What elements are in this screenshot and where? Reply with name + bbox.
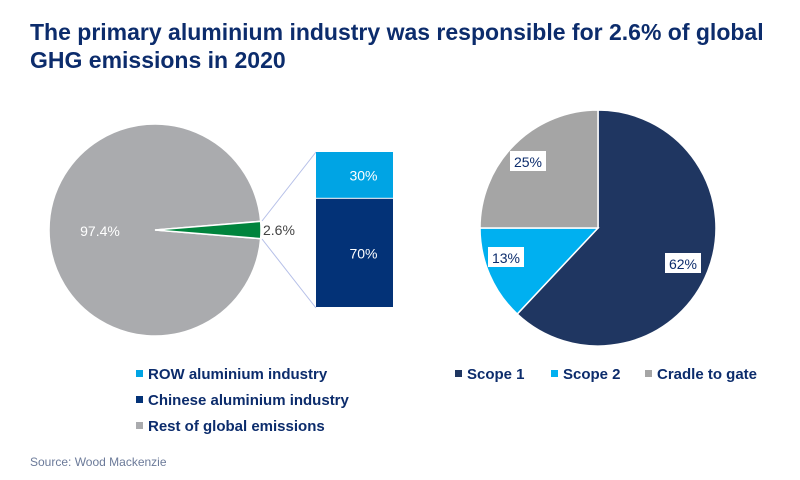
pie-label-scope-2: 13% <box>492 250 520 266</box>
bar-label-chinese: 70% <box>349 245 377 261</box>
legend-label: ROW aluminium industry <box>148 366 328 383</box>
bar-segment-chinese <box>316 198 393 307</box>
pie-label-rest: 97.4% <box>80 223 120 239</box>
legend-swatch <box>455 370 462 377</box>
bar-label-row: 30% <box>349 167 377 183</box>
pie-label-cradle-to-gate: 25% <box>514 154 542 170</box>
legend-label: Scope 1 <box>467 366 525 383</box>
data-label-box <box>488 247 524 267</box>
legend-label: Cradle to gate <box>657 366 757 383</box>
legend-label: Chinese aluminium industry <box>148 392 350 409</box>
connector-line-bottom <box>261 238 317 309</box>
pie-slice-aluminium <box>154 220 262 240</box>
legend-swatch <box>136 370 143 377</box>
pie-label-scope-1: 62% <box>669 256 697 272</box>
legend-label: Rest of global emissions <box>148 418 325 435</box>
legend-swatch <box>551 370 558 377</box>
data-label-box <box>665 253 701 273</box>
connector-line-top <box>261 151 317 222</box>
legend-label: Scope 2 <box>563 366 621 383</box>
chart-title: The primary aluminium industry was respo… <box>30 19 764 73</box>
pie-label-aluminium: 2.6% <box>263 222 295 238</box>
legend-swatch <box>645 370 652 377</box>
legend-swatch <box>136 422 143 429</box>
data-label-box <box>510 151 546 171</box>
bar-segment-row <box>316 152 393 198</box>
source-note: Source: Wood Mackenzie <box>30 455 167 469</box>
legend-swatch <box>136 396 143 403</box>
pie-slice-rest <box>48 123 262 337</box>
pie-slice-scope-1 <box>516 109 717 347</box>
